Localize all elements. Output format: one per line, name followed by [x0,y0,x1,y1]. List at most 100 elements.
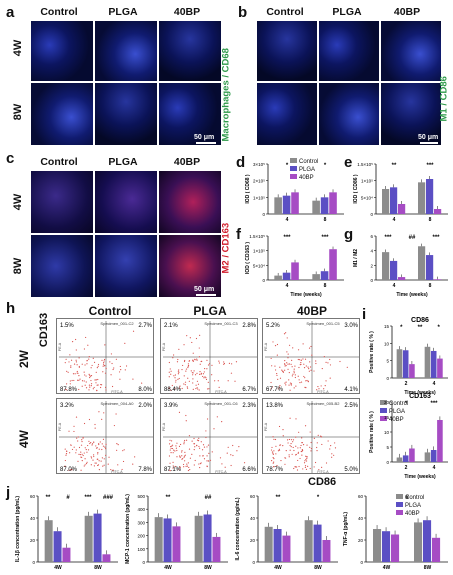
event-dot [323,388,325,390]
event-dot [318,468,320,471]
event-dot [132,330,135,332]
event-dot [306,457,308,460]
scale-label-a: 50 μm [194,134,215,141]
event-dot [75,359,77,361]
event-dot [169,449,171,451]
event-dot [97,451,99,454]
event-dot [89,374,91,376]
x-tick-label: 4 [433,381,436,387]
chart-e: 0 5×10⁴ 1×10⁵ 1.5×10⁵ IOD ( CD86 ) 4 8 ** *** [352,156,452,226]
event-dot [292,373,294,375]
event-dot [90,367,92,369]
event-dot [70,365,72,367]
y-tick-label: 1.5×10⁵ [249,234,265,239]
y-tick-label: 5 [386,445,389,450]
event-dot [181,450,183,452]
event-dot [192,374,194,376]
event-dot [199,371,201,373]
event-dot [90,375,93,377]
event-dot [270,449,273,451]
micrograph-a-plga-4w [94,20,158,82]
panel-label-b: b [238,4,248,21]
event-dot [301,449,304,451]
event-dot [172,461,174,463]
event-dot [187,363,189,365]
flow-plot-2w-plga: 2.1% 2.8% 88.4% 6.7% Specimen_001-C3 FITC-A PE… [160,318,258,394]
event-dot [102,465,104,467]
event-dot [86,359,88,362]
y-axis-label: TNF-α (pg/mL) [343,512,349,547]
event-dot [280,459,282,462]
event-dot [202,444,205,446]
event-dot [183,344,185,346]
significance-mark: ** [46,495,51,501]
event-dot [75,449,77,451]
event-dot [90,385,92,387]
event-dot [198,447,201,449]
event-dot [110,374,112,376]
event-dot [292,446,294,449]
y-tick-label: 200 [137,534,145,539]
x-tick-label: 4 [393,283,396,289]
event-dot [65,454,67,456]
event-dot [64,459,66,462]
event-dot [282,445,284,447]
event-dot [316,446,318,449]
event-dot [90,464,92,466]
side-label-c: M2 / CD163 [220,222,232,274]
event-dot [80,469,82,471]
event-dot [297,451,300,453]
y-tick-label: 60 [358,494,364,499]
bar-control-8 [312,200,320,214]
event-dot [313,466,315,468]
event-dot [77,440,79,442]
scale-label-b: 50 μm [418,134,439,141]
event-dot [102,371,104,373]
chart-svg-g: 0 2 4 6 M1 / M2 4 8 *** ## *** Time (weeks) [353,234,448,298]
legend-label-control: Control [299,159,319,165]
event-dot [187,462,189,464]
legend-j-label-40bp: 40BP [405,511,420,517]
y-tick-label: 3×10⁵ [253,162,265,167]
event-dot [95,462,97,464]
event-dot [184,359,186,362]
event-dot [274,438,277,441]
flow-y-axis-name: PE-A [162,422,166,431]
event-dot [170,373,172,375]
event-dot [207,444,210,446]
event-dot [211,451,213,453]
event-dot [172,357,174,359]
y-tick-label: 0 [252,560,255,565]
row-label-4w-c: 4W [12,193,24,211]
event-dot [230,454,232,456]
event-dot [83,380,85,382]
y-tick-label: 0 [370,212,373,217]
event-dot [102,438,105,440]
event-dot [181,387,183,390]
event-dot [64,448,66,450]
event-dot [211,374,213,376]
significance-mark: * [286,163,289,169]
event-dot [238,446,240,448]
bar-plga-2 [402,455,409,462]
event-dot [288,363,291,365]
event-dot [81,456,83,459]
event-dot [85,462,88,465]
event-dot [85,448,87,451]
event-dot [124,342,126,344]
micrograph-a-40bp-8w [158,82,222,146]
x-tick-label: 8 [324,283,327,289]
event-dot [117,464,119,466]
quadrant-pct-q1: 1.5% [60,323,74,329]
quadrant-pct-q3: 87.0% [60,467,78,473]
event-dot [205,430,207,432]
event-dot [78,453,80,455]
event-dot [182,463,185,466]
event-dot [272,453,274,455]
event-dot [185,439,188,441]
event-dot [64,388,66,390]
event-dot [291,375,293,377]
event-dot [272,452,274,454]
bar-plga-4 [430,350,437,378]
event-dot [185,420,187,422]
